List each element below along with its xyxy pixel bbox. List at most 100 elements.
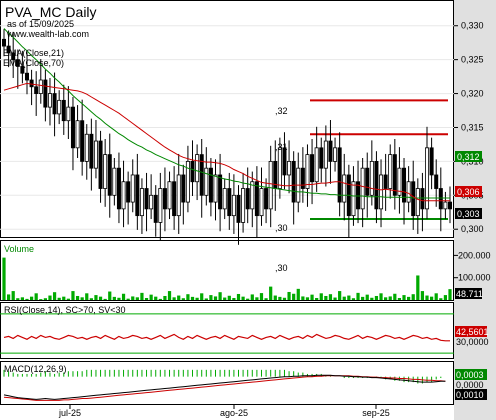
macd-panel-frame — [0, 361, 454, 405]
candle-up — [75, 120, 80, 149]
volume-bar — [351, 298, 356, 300]
volume-bar — [328, 294, 333, 300]
candle-down — [236, 194, 241, 223]
volume-bar — [310, 294, 314, 300]
candle-up — [47, 93, 52, 108]
volume-tick-label: 100.000 — [458, 273, 491, 283]
volume-bar — [163, 295, 167, 300]
volume-bar — [213, 296, 218, 300]
volume-bar — [301, 296, 305, 300]
candle-down — [172, 181, 177, 217]
volume-bar — [278, 296, 282, 300]
volume-bar — [333, 297, 337, 300]
volume-bar — [425, 295, 429, 300]
volume-bar — [374, 295, 379, 300]
volume-bar — [236, 293, 241, 300]
volume-bar — [135, 297, 139, 300]
date-tick-label: ago-25 — [220, 408, 248, 418]
macd-indicator — [3, 369, 446, 401]
annotation-low: ,30 — [275, 223, 288, 233]
volume-badge-bg — [455, 288, 482, 299]
volume-bar — [94, 295, 98, 300]
volume-bar — [200, 293, 204, 300]
price-tick-label: 0,320 — [461, 89, 484, 99]
candle-down — [411, 181, 416, 217]
volume-bar — [338, 291, 342, 300]
candle-down — [429, 147, 434, 176]
volume-bar — [342, 296, 346, 300]
candle-down — [310, 154, 315, 183]
candle-down — [43, 79, 48, 108]
candle-up — [204, 167, 209, 196]
volume-bar — [232, 297, 236, 300]
candle-up — [103, 154, 108, 189]
volume-bar — [85, 293, 89, 300]
volume-panel-frame — [0, 240, 454, 301]
rsi-badge-bg — [455, 326, 487, 337]
candle-up — [121, 181, 126, 210]
volume-bar — [305, 297, 310, 300]
volume-bar — [71, 291, 75, 300]
candle-up — [167, 181, 172, 210]
candle-up — [176, 174, 181, 217]
volume-bar — [420, 291, 425, 300]
candle-down — [29, 79, 34, 88]
candle-down — [98, 140, 103, 189]
ema21-badge-bg — [455, 186, 482, 197]
volume-title: Volume — [4, 244, 34, 254]
volume-bar — [407, 296, 411, 300]
macd-badge-1: 0,0003 — [456, 370, 484, 380]
ema21-badge: 0,306 — [457, 187, 480, 197]
rsi-indicator — [0, 313, 454, 354]
volume-bar — [167, 291, 172, 300]
candle-up — [360, 167, 365, 210]
candle-up — [139, 188, 144, 217]
candle-up — [57, 99, 62, 115]
candle-down — [135, 174, 140, 217]
candle-up — [38, 79, 43, 94]
volume-bar — [2, 257, 6, 300]
candle-down — [52, 93, 57, 115]
date-tick-label: sep-25 — [362, 408, 390, 418]
ema70-badge: 0,312 — [457, 152, 480, 162]
volume-bar — [361, 296, 365, 300]
volume-bar — [131, 296, 135, 300]
volume-bar — [416, 275, 420, 300]
volume-bar — [448, 289, 452, 300]
candle-down — [6, 45, 11, 54]
volume-bar — [177, 295, 181, 300]
date-axis: jul-25 ago-25 sep-25 — [58, 405, 390, 418]
volume-bar — [117, 297, 121, 300]
volume-bar — [112, 296, 116, 300]
candle-up — [222, 188, 227, 210]
volume-bar — [195, 297, 199, 300]
volume-bar — [98, 296, 103, 300]
candle-up — [369, 160, 374, 196]
candle-down — [300, 167, 305, 189]
volume-bar — [75, 295, 80, 300]
candle-down — [61, 99, 66, 122]
candle-down — [208, 167, 213, 203]
volume-bar — [204, 298, 208, 300]
volume-bar — [434, 293, 438, 300]
candle-down — [374, 160, 379, 210]
price-tick-label: 0,300 — [461, 224, 484, 234]
volume-bar — [292, 293, 296, 300]
ema70-line — [3, 28, 450, 199]
candle-up — [388, 154, 393, 189]
price-tick-label: 0,315 — [461, 122, 484, 132]
candle-down — [392, 154, 397, 196]
price-tick-label: 0,330 — [461, 21, 484, 31]
candle-up — [112, 167, 117, 196]
candle-up — [351, 181, 356, 217]
volume-badge: 48.711 — [456, 289, 483, 299]
volume-bar — [246, 298, 250, 300]
candle-down — [254, 181, 259, 217]
candle-down — [199, 154, 204, 196]
candle-down — [144, 188, 149, 210]
volume-bar — [315, 297, 319, 300]
volume-bar — [108, 291, 112, 300]
chart-title: PVA_MC Daily — [5, 4, 97, 20]
volume-bar — [66, 298, 70, 300]
rsi-panel-frame — [0, 302, 454, 359]
